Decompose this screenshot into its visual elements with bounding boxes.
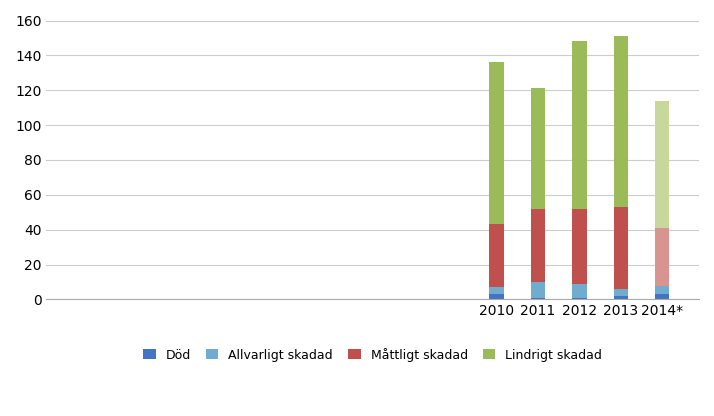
- Bar: [490, 62, 504, 225]
- Legend: Död, Allvarligt skadad, Måttligt skadad, Lindrigt skadad: Död, Allvarligt skadad, Måttligt skadad,…: [144, 347, 602, 362]
- Bar: [572, 284, 587, 298]
- Bar: [655, 101, 669, 228]
- Bar: [572, 209, 587, 284]
- Bar: [531, 282, 545, 298]
- Bar: [613, 207, 628, 289]
- Bar: [531, 209, 545, 282]
- Bar: [490, 287, 504, 294]
- Bar: [490, 294, 504, 300]
- Bar: [613, 36, 628, 207]
- Bar: [490, 225, 504, 287]
- Bar: [572, 42, 587, 209]
- Bar: [531, 298, 545, 300]
- Bar: [572, 298, 587, 300]
- Bar: [613, 296, 628, 300]
- Bar: [655, 294, 669, 300]
- Bar: [655, 228, 669, 285]
- Bar: [655, 285, 669, 294]
- Bar: [613, 289, 628, 296]
- Bar: [531, 89, 545, 209]
